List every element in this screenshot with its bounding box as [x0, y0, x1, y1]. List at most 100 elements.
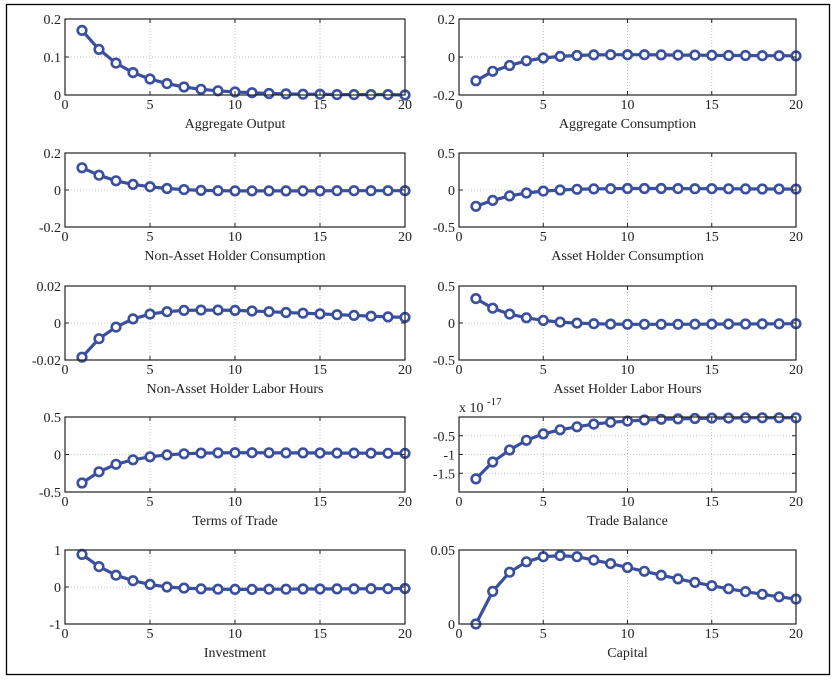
data-point — [229, 185, 241, 197]
data-point — [178, 582, 190, 594]
y-tick-label: 0.5 — [438, 280, 456, 295]
data-point — [520, 556, 533, 568]
data-point — [144, 73, 156, 85]
y-scale-exponent: -17 — [487, 396, 502, 408]
data-point — [144, 451, 156, 463]
x-axis-title: Aggregate Output — [185, 117, 286, 132]
data-point — [331, 309, 343, 321]
data-point — [280, 447, 292, 459]
data-point — [246, 185, 258, 197]
x-tick-label: 15 — [705, 495, 719, 510]
data-point — [773, 318, 785, 330]
data-point — [297, 88, 309, 100]
data-point — [554, 316, 566, 328]
data-point — [520, 187, 533, 199]
data-point — [76, 477, 88, 489]
data-point — [76, 162, 88, 174]
data-point — [93, 466, 105, 478]
data-point — [571, 421, 583, 433]
data-point — [127, 454, 139, 466]
data-point — [722, 583, 735, 595]
data-point — [689, 412, 701, 425]
data-point — [655, 49, 667, 61]
data-point — [195, 304, 207, 316]
data-point — [588, 418, 600, 430]
data-point — [144, 578, 156, 591]
data-point — [588, 49, 600, 61]
x-tick-label: 20 — [789, 98, 803, 113]
y-tick-label: 0.5 — [44, 411, 62, 426]
x-axis-title: Non-Asset Holder Consumption — [144, 249, 325, 264]
data-point — [638, 49, 651, 61]
x-axis-title: Terms of Trade — [192, 514, 277, 529]
data-point — [554, 50, 566, 63]
data-point — [348, 185, 360, 197]
data-point — [756, 50, 768, 62]
data-point — [161, 306, 173, 318]
data-point — [487, 65, 499, 77]
data-point — [246, 447, 258, 459]
x-tick-label: 5 — [147, 230, 154, 245]
data-point — [706, 318, 718, 330]
data-point — [672, 573, 684, 585]
x-tick-label: 15 — [313, 495, 327, 510]
y-tick-label: 0 — [448, 317, 455, 332]
data-point — [773, 591, 785, 603]
data-point — [93, 43, 105, 56]
data-point — [195, 447, 207, 459]
x-tick-label: 0 — [62, 495, 69, 510]
data-point — [706, 183, 718, 195]
y-tick-label: 0.2 — [44, 147, 62, 162]
x-axis-title: Capital — [607, 646, 648, 661]
x-tick-label: 15 — [705, 98, 719, 113]
x-tick-label: 20 — [789, 230, 803, 245]
data-point — [588, 318, 600, 330]
data-point — [537, 185, 549, 197]
y-tick-label: -0.5 — [39, 486, 61, 501]
data-point — [621, 49, 634, 61]
data-point — [229, 583, 241, 596]
data-point — [348, 309, 360, 322]
data-point — [638, 318, 651, 330]
data-point — [280, 306, 292, 319]
data-point — [739, 412, 752, 424]
data-point — [571, 183, 583, 195]
data-point — [280, 88, 292, 100]
data-point — [246, 583, 258, 596]
data-point — [331, 185, 343, 197]
x-tick-label: 20 — [789, 363, 803, 378]
data-point — [537, 314, 549, 327]
x-axis-title: Trade Balance — [587, 514, 668, 529]
y-tick-label: 0.5 — [438, 147, 456, 162]
data-point — [263, 185, 275, 197]
data-point — [672, 49, 684, 61]
data-point — [588, 183, 600, 195]
x-tick-label: 10 — [621, 98, 635, 113]
data-point — [588, 554, 600, 566]
data-point — [689, 318, 701, 330]
data-point — [520, 312, 533, 324]
data-point — [365, 185, 377, 197]
x-tick-label: 20 — [789, 495, 803, 510]
x-tick-label: 15 — [313, 98, 327, 113]
data-point — [161, 449, 173, 461]
y-tick-label: -0.2 — [433, 89, 455, 104]
data-point — [263, 447, 275, 459]
data-point — [722, 183, 735, 195]
x-tick-label: 0 — [456, 98, 463, 113]
y-tick-label: -1 — [443, 449, 455, 464]
panel-aggregate-output: 0 5 10 15 20 0 0.1 0.2 Aggregate Output — [44, 13, 413, 132]
x-tick-label: 10 — [228, 363, 242, 378]
data-point — [93, 560, 105, 573]
data-point — [297, 185, 309, 197]
data-point — [144, 181, 156, 193]
x-tick-label: 10 — [228, 230, 242, 245]
x-tick-label: 0 — [456, 363, 463, 378]
y-tick-label: 0 — [54, 184, 61, 199]
panel-capital: 0 5 10 15 20 0 0.05 Capital — [431, 544, 804, 661]
data-point — [672, 413, 684, 425]
x-tick-label: 15 — [705, 363, 719, 378]
x-tick-label: 0 — [62, 98, 69, 113]
